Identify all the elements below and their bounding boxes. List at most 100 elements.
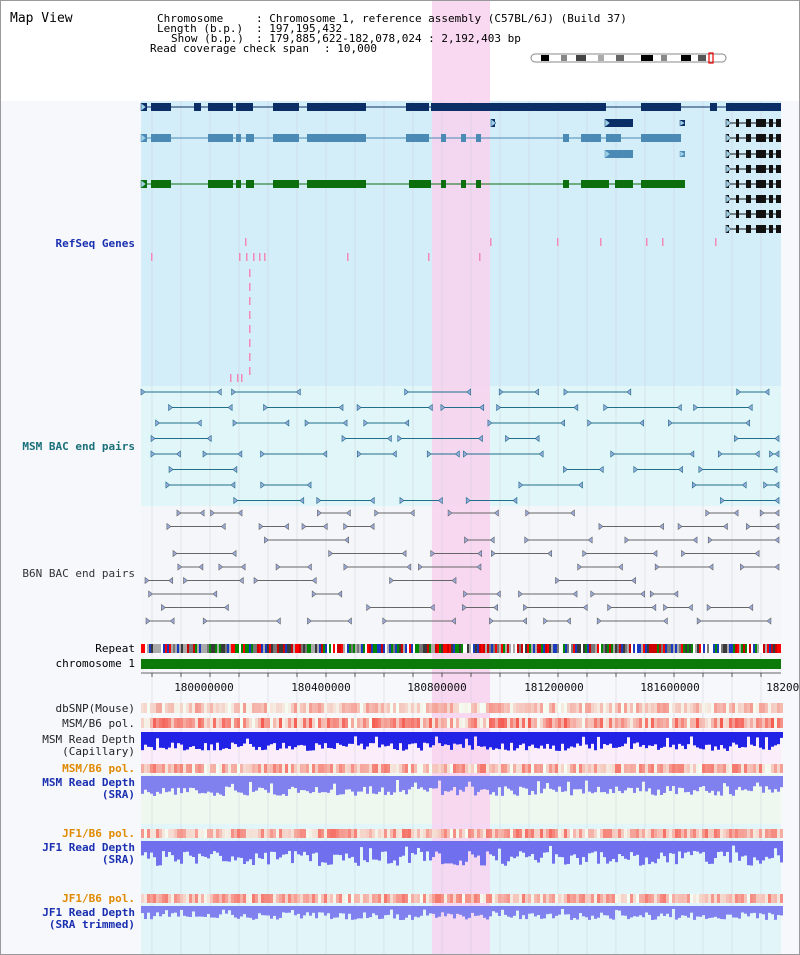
heat-cell: [393, 718, 396, 728]
depth-bar: [258, 841, 261, 859]
repeat-segment: [409, 644, 411, 653]
bac-end-marker: [763, 481, 769, 489]
depth-bar: [612, 906, 615, 920]
heat-cell: [558, 718, 561, 728]
depth-bar: [243, 906, 246, 915]
gene-exon: [151, 180, 171, 188]
depth-bar: [558, 906, 561, 915]
depth-bar: [513, 841, 516, 859]
repeat-segment: [539, 644, 541, 653]
track-label-repeat: Repeat: [95, 642, 135, 655]
gene-arrow: [679, 119, 686, 127]
heat-cell: [771, 829, 774, 838]
depth-bar: [321, 776, 324, 793]
heat-cell: [759, 894, 762, 903]
depth-bar: [240, 841, 243, 858]
depth-bar: [528, 776, 531, 795]
repeat-segment: [519, 644, 521, 653]
repeat-segment: [777, 644, 779, 653]
track-label-b6n-bac[interactable]: B6N BAC end pairs: [22, 567, 135, 580]
heat-cell: [549, 829, 552, 838]
repeat-segment: [575, 644, 577, 653]
depth-bar: [504, 732, 507, 750]
heat-cell: [747, 764, 750, 773]
heat-cell: [450, 718, 453, 728]
repeat-segment: [739, 644, 741, 653]
track-label-msm-bac[interactable]: MSM BAC end pairs: [22, 440, 135, 453]
depth-bar: [177, 776, 180, 788]
depth-bar: [699, 732, 702, 749]
repeat-segment: [265, 644, 267, 653]
heat-cell: [204, 764, 207, 773]
bac-end-marker: [659, 522, 664, 531]
ideogram-band: [541, 55, 549, 61]
heat-cell: [432, 894, 435, 903]
repeat-segment: [399, 644, 401, 653]
heat-cell: [177, 829, 180, 838]
heat-cell: [297, 829, 300, 838]
heat-cell: [516, 894, 519, 903]
heat-cell: [612, 703, 615, 713]
heat-cell: [471, 829, 474, 838]
heat-cell: [777, 894, 780, 903]
depth-bar: [705, 732, 708, 745]
heat-cell: [480, 829, 483, 838]
depth-bar: [228, 906, 231, 911]
heat-cell: [570, 764, 573, 773]
depth-bar: [741, 776, 744, 791]
pink-mark: [245, 238, 247, 246]
depth-bar: [747, 841, 750, 866]
repeat-segment: [445, 644, 447, 653]
depth-bar: [741, 732, 744, 748]
heat-cell: [366, 764, 369, 773]
heat-cell: [423, 718, 426, 728]
heat-cell: [201, 829, 204, 838]
depth-bar: [348, 776, 351, 790]
pink-mark: [151, 253, 153, 261]
depth-bar: [576, 732, 579, 744]
depth-bar: [312, 776, 315, 793]
heat-cell: [366, 894, 369, 903]
ideogram-band: [561, 55, 567, 61]
depth-bar: [147, 841, 150, 859]
heat-cell: [501, 718, 504, 728]
heat-cell: [306, 703, 309, 713]
heat-cell: [714, 829, 717, 838]
heat-cell: [462, 703, 465, 713]
heat-cell: [516, 703, 519, 713]
heat-cell: [312, 718, 315, 728]
heat-cell: [681, 829, 684, 838]
heat-cell: [432, 764, 435, 773]
depth-bar: [180, 906, 183, 910]
heat-cell: [447, 718, 450, 728]
heat-cell: [162, 703, 165, 713]
heat-cell: [348, 829, 351, 838]
heat-cell: [294, 703, 297, 713]
repeat-segment: [709, 644, 711, 653]
repeat-segment: [321, 644, 323, 653]
heat-cell: [744, 718, 747, 728]
depth-bar: [672, 841, 675, 854]
repeat-segment: [559, 644, 561, 653]
depth-bar: [192, 732, 195, 747]
track-label-refseq-genes[interactable]: RefSeq Genes: [55, 237, 135, 250]
gene-arrow: [140, 102, 147, 112]
depth-bar: [618, 841, 621, 855]
repeat-segment: [193, 644, 195, 653]
depth-bar: [411, 841, 414, 854]
repeat-segment: [305, 644, 307, 653]
depth-bar: [687, 732, 690, 745]
repeat-segment: [421, 644, 423, 653]
depth-bar: [306, 776, 309, 792]
depth-bar: [150, 906, 153, 920]
depth-bar: [255, 841, 258, 854]
heat-cell: [636, 829, 639, 838]
bac-end-marker: [774, 522, 780, 531]
heat-cell: [141, 829, 144, 838]
repeat-segment: [765, 644, 767, 653]
repeat-segment: [617, 644, 619, 653]
heat-cell: [477, 829, 480, 838]
heat-cell: [273, 764, 276, 773]
heat-cell: [666, 829, 669, 838]
